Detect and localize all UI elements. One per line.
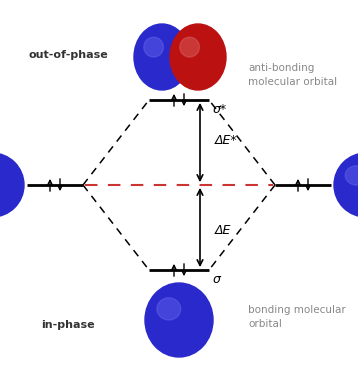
- Ellipse shape: [145, 283, 213, 357]
- Text: molecular orbital: molecular orbital: [248, 77, 337, 87]
- Text: bonding molecular: bonding molecular: [248, 305, 346, 315]
- Ellipse shape: [0, 153, 24, 217]
- Ellipse shape: [345, 166, 358, 185]
- Ellipse shape: [334, 153, 358, 217]
- Text: σ: σ: [213, 273, 221, 286]
- Ellipse shape: [180, 37, 199, 57]
- Ellipse shape: [134, 24, 190, 90]
- Text: σ*: σ*: [213, 103, 227, 116]
- Text: out-of-phase: out-of-phase: [28, 50, 108, 60]
- Text: ΔE: ΔE: [215, 223, 231, 236]
- Text: in-phase: in-phase: [41, 320, 95, 330]
- Text: orbital: orbital: [248, 319, 282, 329]
- Text: anti-bonding: anti-bonding: [248, 63, 314, 73]
- Text: ΔE*: ΔE*: [215, 134, 238, 147]
- Ellipse shape: [144, 37, 163, 57]
- Ellipse shape: [157, 298, 181, 320]
- Ellipse shape: [170, 24, 226, 90]
